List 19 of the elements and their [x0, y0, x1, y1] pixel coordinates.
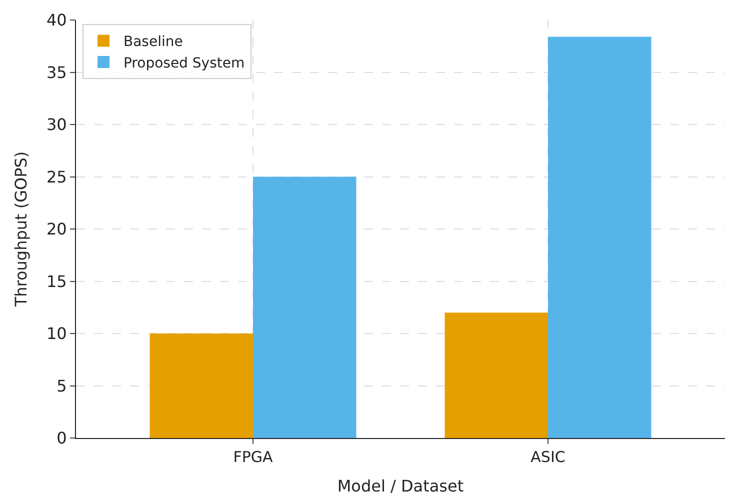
legend-label: Baseline — [123, 34, 183, 50]
bar — [548, 36, 652, 438]
y-tick-label: 5 — [56, 376, 67, 396]
y-tick-label: 25 — [46, 167, 67, 186]
bar — [150, 334, 253, 438]
x-tick-label: FPGA — [233, 448, 274, 466]
legend-label: Proposed System — [123, 55, 245, 72]
y-tick-label: 35 — [46, 62, 67, 82]
y-axis-title: Throughput (GOPS) — [11, 151, 30, 308]
bar — [253, 176, 356, 438]
y-tick-label: 40 — [46, 10, 67, 30]
y-tick-label: 15 — [46, 272, 67, 291]
bar — [444, 312, 548, 438]
y-tick-label: 10 — [46, 324, 67, 344]
y-tick-label: 20 — [46, 220, 67, 239]
y-tick-label: 30 — [46, 115, 67, 134]
x-tick-label: ASIC — [530, 448, 566, 466]
y-tick-label: 0 — [56, 428, 67, 448]
x-axis-title: Model / Dataset — [337, 476, 464, 496]
